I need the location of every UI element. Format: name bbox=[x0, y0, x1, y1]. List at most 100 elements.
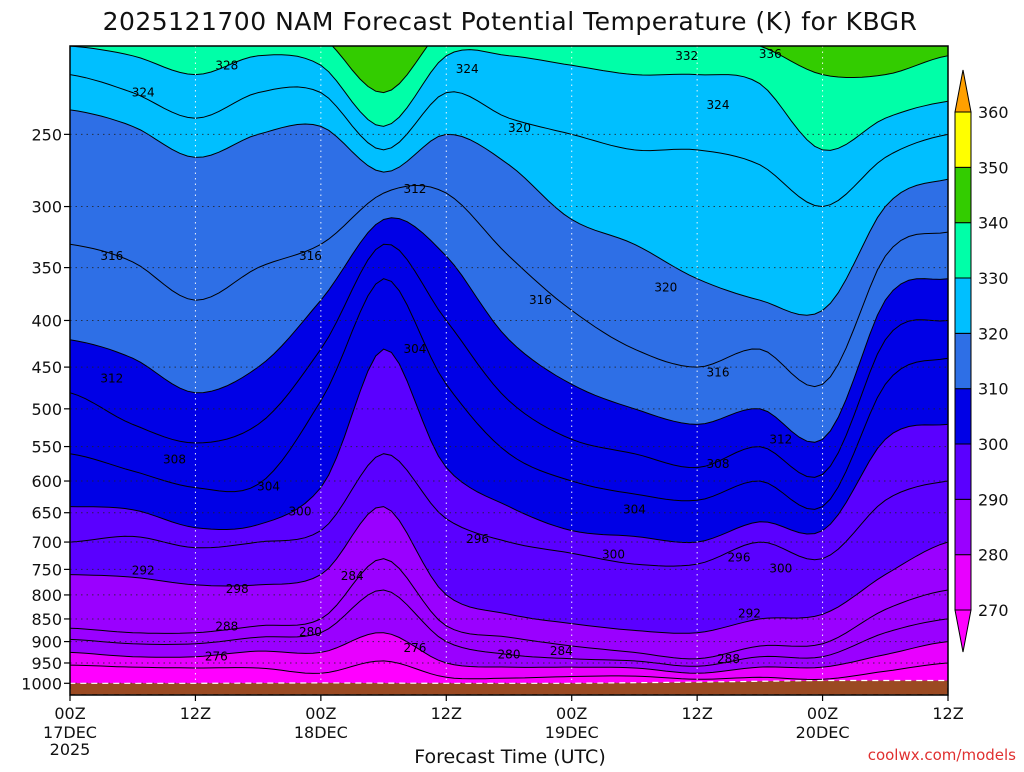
chart-title: 2025121700 NAM Forecast Potential Temper… bbox=[103, 7, 918, 36]
contour-label-312: 312 bbox=[769, 432, 792, 446]
theta-band-340 bbox=[332, 46, 948, 93]
x-date-label-48: 19DEC bbox=[545, 723, 599, 742]
color-bar: 270 280 290 300 310 320 330 340 350 360 bbox=[954, 69, 1009, 653]
color-bar-label-310: 310 bbox=[978, 380, 1009, 399]
y-tick-label-750: 750 bbox=[31, 560, 62, 579]
isotherm-324 bbox=[70, 74, 948, 208]
color-bar-segment-280 bbox=[954, 498, 972, 556]
x-tick-label-0: 00Z bbox=[54, 704, 85, 723]
contour-label-324: 324 bbox=[707, 98, 730, 112]
isotherm-330 bbox=[70, 46, 948, 151]
color-bar-label-340: 340 bbox=[978, 214, 1009, 233]
contour-label-300: 300 bbox=[289, 505, 312, 519]
isotherm-296 bbox=[70, 453, 948, 567]
color-bar-segment-290 bbox=[954, 443, 972, 500]
color-bar-segment-310 bbox=[954, 332, 972, 390]
contour-label-312: 312 bbox=[403, 182, 426, 196]
contour-label-280: 280 bbox=[299, 625, 322, 639]
y-tick-label-700: 700 bbox=[31, 533, 62, 552]
color-bar-segment-270 bbox=[954, 554, 972, 611]
y-tick-label-900: 900 bbox=[31, 633, 62, 652]
y-axis: 250 300 350 400 450 500 550 600 650 700 750 800 850 9… bbox=[21, 125, 70, 693]
isotherm-292 bbox=[70, 506, 948, 634]
contour-label-276: 276 bbox=[403, 641, 426, 655]
contour-label-276: 276 bbox=[205, 650, 228, 664]
contour-label-300: 300 bbox=[602, 547, 625, 561]
contour-label-292: 292 bbox=[738, 606, 761, 620]
color-bar-segment-330 bbox=[954, 222, 972, 279]
grid-lines bbox=[70, 46, 948, 695]
x-date-label-72: 20DEC bbox=[796, 723, 850, 742]
contour-label-308: 308 bbox=[163, 452, 186, 466]
y-tick-label-250: 250 bbox=[31, 125, 62, 144]
color-bar-segment-320 bbox=[954, 277, 972, 334]
contour-label-304: 304 bbox=[623, 503, 646, 517]
y-tick-label-950: 950 bbox=[31, 654, 62, 673]
x-tick-label-84: 12Z bbox=[932, 704, 963, 723]
x-tick-label-24: 00Z bbox=[305, 704, 336, 723]
contour-label-336: 336 bbox=[759, 47, 782, 61]
contour-label-308: 308 bbox=[707, 457, 730, 471]
contour-label-284: 284 bbox=[341, 569, 364, 583]
credit-text: coolwx.com/models bbox=[868, 746, 1016, 764]
isotherm-300 bbox=[70, 348, 948, 544]
x-tick-label-72: 00Z bbox=[807, 704, 838, 723]
contour-label-300: 300 bbox=[769, 561, 792, 575]
contour-label-324: 324 bbox=[132, 86, 155, 100]
isotherm-276 bbox=[70, 660, 948, 681]
x-date-label-24: 18DEC bbox=[294, 723, 348, 742]
contour-label-312: 312 bbox=[100, 371, 123, 385]
y-tick-label-450: 450 bbox=[31, 358, 62, 377]
x-date-label-0: 17DEC bbox=[43, 723, 97, 742]
x-tick-label-60: 12Z bbox=[681, 704, 712, 723]
isotherm-320 bbox=[70, 109, 948, 316]
isotherm-contours bbox=[70, 46, 948, 681]
color-bar-segment-350 bbox=[954, 111, 972, 168]
color-bar-label-360: 360 bbox=[978, 103, 1009, 122]
y-tick-label-400: 400 bbox=[31, 311, 62, 330]
color-bar-label-320: 320 bbox=[978, 324, 1009, 343]
contour-label-288: 288 bbox=[717, 652, 740, 666]
y-tick-label-800: 800 bbox=[31, 586, 62, 605]
isotherm-304 bbox=[70, 278, 948, 510]
contour-label-316: 316 bbox=[707, 365, 730, 379]
contour-label-320: 320 bbox=[654, 281, 677, 295]
color-bar-label-290: 290 bbox=[978, 490, 1009, 509]
contour-label-292: 292 bbox=[132, 563, 155, 577]
theta-band-324 bbox=[70, 46, 948, 207]
contour-label-324: 324 bbox=[456, 62, 479, 76]
contour-label-296: 296 bbox=[728, 551, 751, 565]
contour-label-304: 304 bbox=[403, 342, 426, 356]
y-tick-label-550: 550 bbox=[31, 438, 62, 457]
contour-labels: 328 324 324 332 336 324 320 312 316 316 316 320 304 3… bbox=[100, 47, 792, 666]
plot-frame bbox=[69, 45, 949, 696]
contour-label-296: 296 bbox=[466, 532, 489, 546]
theta-band-330 bbox=[70, 46, 948, 151]
plot-area bbox=[70, 46, 948, 695]
x-axis-label: Forecast Time (UTC) bbox=[414, 746, 605, 768]
color-bar-label-300: 300 bbox=[978, 435, 1009, 454]
y-tick-label-850: 850 bbox=[31, 610, 62, 629]
color-bar-segment-340 bbox=[954, 166, 972, 224]
color-bar-label-350: 350 bbox=[978, 158, 1009, 177]
contour-label-304: 304 bbox=[257, 479, 280, 493]
x-tick-label-12: 12Z bbox=[180, 704, 211, 723]
contour-label-316: 316 bbox=[299, 249, 322, 263]
contour-label-316: 316 bbox=[100, 249, 123, 263]
contour-label-316: 316 bbox=[529, 293, 552, 307]
contour-label-332: 332 bbox=[675, 49, 698, 63]
x-tick-label-48: 00Z bbox=[556, 704, 587, 723]
y-tick-label-1000: 1000 bbox=[21, 674, 62, 693]
isotherm-312 bbox=[70, 217, 948, 443]
y-tick-label-650: 650 bbox=[31, 504, 62, 523]
color-bar-label-280: 280 bbox=[978, 546, 1009, 565]
color-bar-label-270: 270 bbox=[978, 601, 1009, 620]
contour-label-328: 328 bbox=[215, 58, 238, 72]
y-tick-label-350: 350 bbox=[31, 259, 62, 278]
isotherm-288 bbox=[70, 558, 948, 660]
y-tick-label-300: 300 bbox=[31, 198, 62, 217]
contour-label-280: 280 bbox=[498, 648, 521, 662]
contour-label-284: 284 bbox=[550, 644, 573, 658]
